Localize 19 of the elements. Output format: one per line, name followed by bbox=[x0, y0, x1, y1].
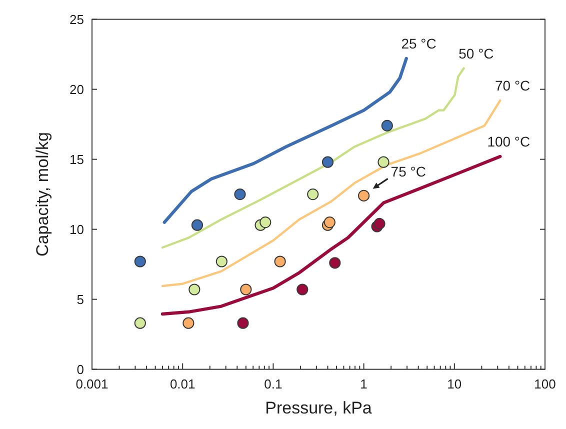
x-axis-title: Pressure, kPa bbox=[265, 398, 372, 418]
x-tick-label: 0.01 bbox=[170, 376, 196, 392]
y-tick-label: 25 bbox=[70, 12, 84, 27]
y-axis-title: Capacity, mol/kg bbox=[33, 132, 52, 257]
y-tick-label: 0 bbox=[76, 362, 84, 377]
series-label: 25 °C bbox=[401, 36, 436, 52]
y-tick-label: 10 bbox=[70, 222, 84, 237]
x-tick-label: 1 bbox=[360, 376, 368, 392]
series-label: 100 °C bbox=[487, 134, 530, 150]
x-tick-label: 10 bbox=[447, 376, 462, 392]
x-tick-label: 0.1 bbox=[264, 376, 282, 392]
y-tick-label: 5 bbox=[76, 292, 84, 307]
x-tick-label: 0.001 bbox=[76, 376, 108, 392]
y-tick-label: 15 bbox=[70, 152, 84, 167]
series-label: 70 °C bbox=[494, 78, 530, 94]
x-tick-label: 100 bbox=[534, 376, 556, 392]
annotation: 75 °C bbox=[390, 164, 426, 180]
series-label: 50 °C bbox=[458, 45, 494, 62]
y-tick-label: 20 bbox=[70, 82, 84, 97]
